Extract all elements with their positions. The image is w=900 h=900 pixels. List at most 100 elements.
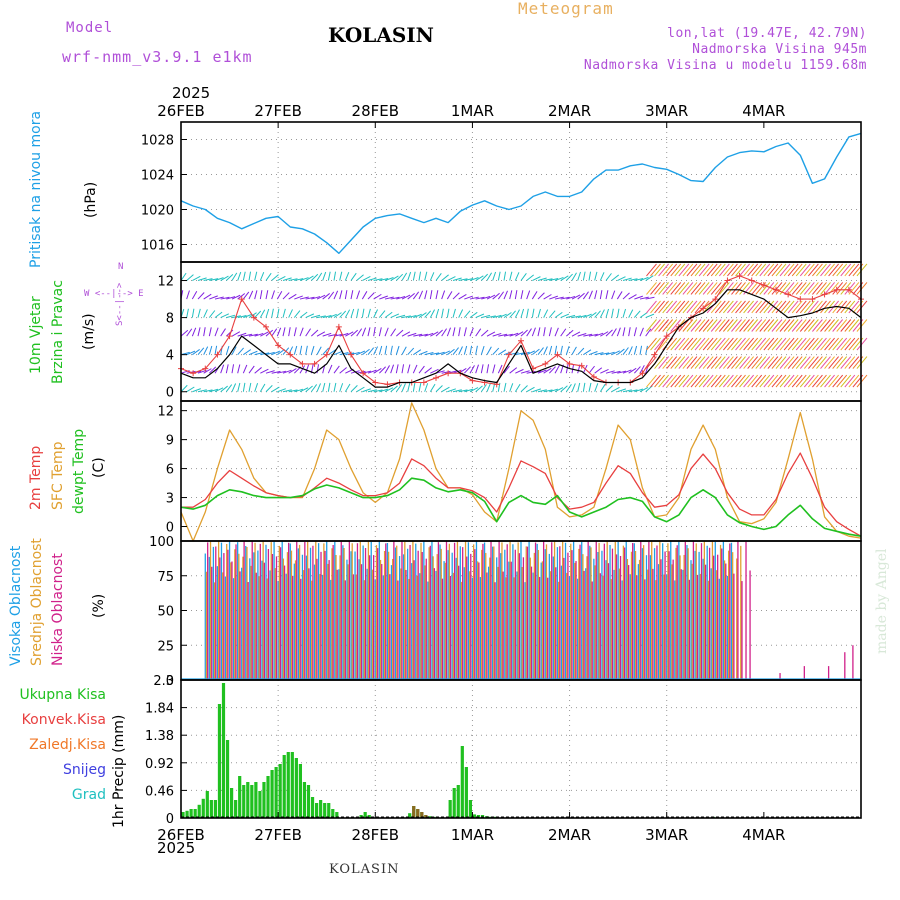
- wind-barb-strong: [824, 374, 835, 388]
- wind-barb: [588, 312, 597, 319]
- wind-barb: [271, 350, 281, 356]
- wind-barb-strong: [799, 263, 811, 277]
- wind-barb-strong: [654, 300, 665, 314]
- wind-barb-strong: [706, 356, 718, 369]
- wind-gust-marker: [566, 360, 573, 367]
- precip-bar: [274, 767, 278, 818]
- x-tick-top: 28FEB: [352, 102, 399, 120]
- wind-barb-strong: [787, 374, 799, 388]
- precip-bar: [229, 788, 234, 818]
- wind-barb: [600, 352, 610, 356]
- wind-barb: [305, 345, 308, 355]
- wind-barb-strong: [710, 356, 722, 369]
- wind-barb: [463, 310, 471, 318]
- wind-barb-strong: [650, 282, 661, 295]
- wind-barb: [265, 329, 274, 337]
- wind-barb: [316, 294, 326, 300]
- wind-barb: [509, 383, 514, 392]
- wind-gust-marker: [542, 360, 549, 367]
- wind-barb: [639, 327, 644, 337]
- wind-barb: [276, 327, 282, 337]
- station-title: KOLASIN: [328, 23, 434, 47]
- wind-barb: [532, 388, 542, 393]
- wind-barb: [497, 291, 505, 300]
- wind-barb: [639, 276, 649, 282]
- wind-barb: [401, 346, 407, 355]
- wind-barb: [294, 295, 303, 300]
- wind-barb-strong: [690, 374, 702, 388]
- wind-barb: [395, 345, 400, 355]
- wind-barb: [248, 382, 252, 392]
- wind-barb: [344, 383, 351, 392]
- x-tick-bottom: 4MAR: [742, 826, 785, 844]
- wind-barb: [475, 313, 485, 319]
- wind-barb: [628, 389, 638, 393]
- wind-barb: [310, 329, 319, 337]
- wind-barb: [554, 345, 558, 355]
- wind-barb-strong: [690, 300, 702, 314]
- wind-barb-strong: [787, 300, 799, 314]
- wind-barb-strong: [828, 337, 840, 351]
- wind-barb: [214, 387, 224, 393]
- wind-barb: [412, 382, 416, 392]
- wind-barb: [305, 313, 315, 319]
- wind-barb: [379, 295, 388, 300]
- wind-barb: [254, 310, 262, 318]
- wind-gust-marker: [773, 286, 779, 293]
- wind-gust-marker: [505, 351, 512, 358]
- wind-barb: [316, 346, 322, 355]
- precip-bar: [294, 758, 298, 818]
- wind-barb: [464, 388, 474, 393]
- wind-barb: [401, 331, 411, 337]
- wind-barb: [622, 389, 632, 393]
- wind-barb: [565, 384, 572, 393]
- wind-barb: [594, 271, 598, 281]
- wind-barb-strong: [848, 374, 860, 388]
- wind-barb: [401, 364, 405, 374]
- wind-barb-strong: [718, 356, 730, 369]
- wind-barb: [452, 292, 460, 300]
- wind-barb: [418, 312, 427, 319]
- wind-barb: [498, 333, 508, 337]
- compass-w-e: W <--|--> E: [84, 289, 144, 299]
- wind-barb: [577, 271, 581, 281]
- wind-barb-strong: [844, 263, 856, 277]
- wind-barb: [373, 293, 382, 300]
- y-tick-label: 3: [166, 492, 174, 507]
- wind-barb: [407, 382, 411, 392]
- wind-barb: [277, 370, 287, 374]
- wind-barb: [622, 347, 629, 355]
- wind-barb-strong: [844, 374, 856, 388]
- wind-barb: [441, 290, 446, 300]
- wind-barb: [322, 271, 327, 281]
- wind-barb: [520, 273, 527, 281]
- wind-barb: [543, 346, 548, 355]
- precip-bar: [254, 782, 258, 818]
- wind-gust-marker: [323, 351, 330, 358]
- wind-barb: [231, 294, 241, 300]
- wind-barb: [197, 308, 201, 318]
- wind-barb: [509, 332, 519, 337]
- wind-barb: [628, 294, 637, 300]
- wind-barb: [327, 291, 335, 300]
- wind-barb-strong: [743, 300, 755, 314]
- wind-barb-strong: [690, 282, 702, 295]
- wind-barb-strong: [731, 282, 742, 295]
- wind-barb-strong: [828, 319, 840, 332]
- wind-barb-strong: [686, 337, 698, 351]
- wind-barb: [554, 296, 564, 300]
- wind-barb-strong: [816, 263, 827, 277]
- wind-barb-strong: [775, 374, 787, 388]
- wind-barb: [645, 345, 648, 355]
- wind-barb: [413, 333, 423, 337]
- wind-gust-marker: [335, 323, 342, 330]
- wind-barb-strong: [795, 300, 807, 314]
- wind-barb: [248, 290, 254, 300]
- wind-barb: [203, 368, 212, 374]
- wind-barb-strong: [795, 374, 807, 388]
- wind-barb-strong: [654, 356, 665, 369]
- precip-bar: [335, 812, 339, 818]
- x-tick-bottom: 28FEB: [352, 826, 399, 844]
- wind-barb-strong: [702, 263, 714, 277]
- wind-barb: [605, 351, 615, 356]
